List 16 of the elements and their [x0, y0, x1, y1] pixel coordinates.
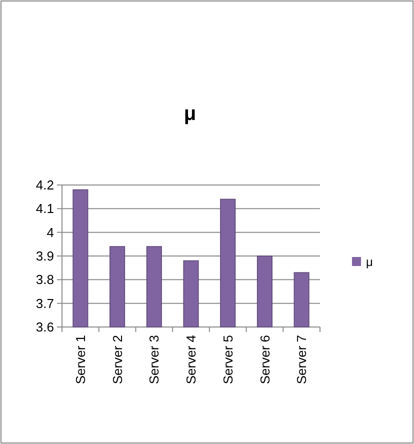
y-tick-label: 4.2	[36, 178, 54, 193]
y-tick-label: 3.8	[36, 272, 54, 288]
x-tick-label: Server 3	[146, 335, 162, 384]
x-tick-label: Server 5	[220, 335, 236, 384]
x-tick-label: Server 2	[110, 335, 125, 384]
y-tick-label: 4.1	[36, 201, 54, 216]
y-tick-label: 3.9	[36, 248, 54, 264]
chart-title: μ	[184, 103, 196, 125]
y-tick-label: 4	[46, 224, 54, 240]
x-tick-label: Server 7	[294, 335, 310, 384]
x-tick-label: Server 4	[184, 335, 199, 384]
y-tick-label: 3.6	[36, 320, 54, 335]
x-tick-label: Server 6	[257, 335, 272, 384]
legend-label: μ	[366, 255, 373, 270]
y-tick-label: 3.7	[36, 296, 54, 311]
x-tick-label: Server 1	[72, 335, 88, 384]
